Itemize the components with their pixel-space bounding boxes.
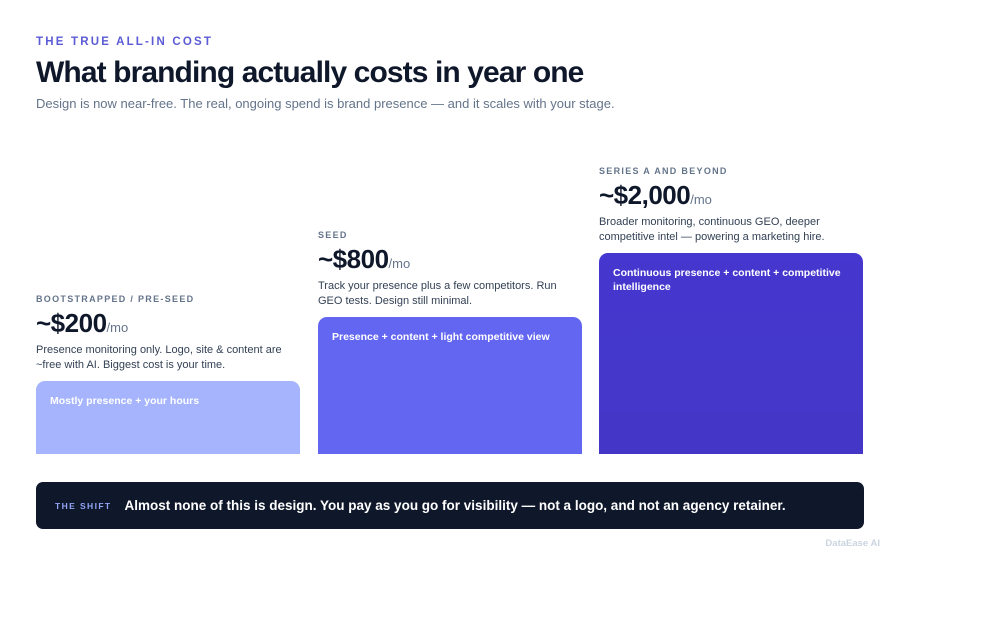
eyebrow-label: THE TRUE ALL-IN COST: [36, 36, 214, 48]
stage-description: Presence monitoring only. Logo, site & c…: [36, 344, 282, 371]
stage-description: Broader monitoring, continuous GEO, deep…: [599, 216, 825, 243]
bar-label: Continuous presence + content + competit…: [613, 267, 841, 293]
cost-chart: BOOTSTRAPPED / PRE-SEED ~$200/mo Presence …: [36, 130, 864, 454]
price-unit: /mo: [106, 320, 129, 335]
stage-label: SERIES A AND BEYOND: [599, 166, 728, 176]
cost-bar: Mostly presence + your hours: [36, 381, 300, 454]
bar-label: Presence + content + light competitive v…: [332, 331, 550, 343]
cost-bar: Continuous presence + content + competit…: [599, 253, 863, 454]
page-subtitle: Design is now near-free. The real, ongoi…: [36, 96, 615, 111]
stage-label: SEED: [318, 230, 348, 240]
cost-bar: Presence + content + light competitive v…: [318, 317, 582, 454]
stage-description: Track your presence plus a few competito…: [318, 280, 557, 307]
shift-tag: THE SHIFT: [55, 500, 112, 511]
price-label: ~$800/mo: [318, 246, 582, 272]
chart-column: BOOTSTRAPPED / PRE-SEED ~$200/mo Presence …: [36, 294, 300, 454]
page-title: What branding actually costs in year one: [36, 56, 584, 89]
shift-banner: THE SHIFT Almost none of this is design.…: [36, 482, 864, 529]
price-unit: /mo: [388, 256, 411, 271]
shift-text: Almost none of this is design. You pay a…: [124, 498, 786, 513]
price-label: ~$2,000/mo: [599, 182, 863, 208]
brand-watermark: DataEase AI: [825, 538, 880, 549]
price-amount: ~$2,000: [599, 180, 691, 210]
bar-label: Mostly presence + your hours: [50, 395, 200, 407]
chart-column: SEED ~$800/mo Track your presence plus a f…: [318, 230, 582, 454]
price-unit: /mo: [690, 192, 712, 207]
price-label: ~$200/mo: [36, 310, 300, 336]
price-amount: ~$200: [36, 308, 107, 338]
chart-column: SERIES A AND BEYOND ~$2,000/mo Broader mon…: [599, 166, 863, 454]
stage-label: BOOTSTRAPPED / PRE-SEED: [36, 294, 195, 304]
price-amount: ~$800: [318, 244, 389, 274]
